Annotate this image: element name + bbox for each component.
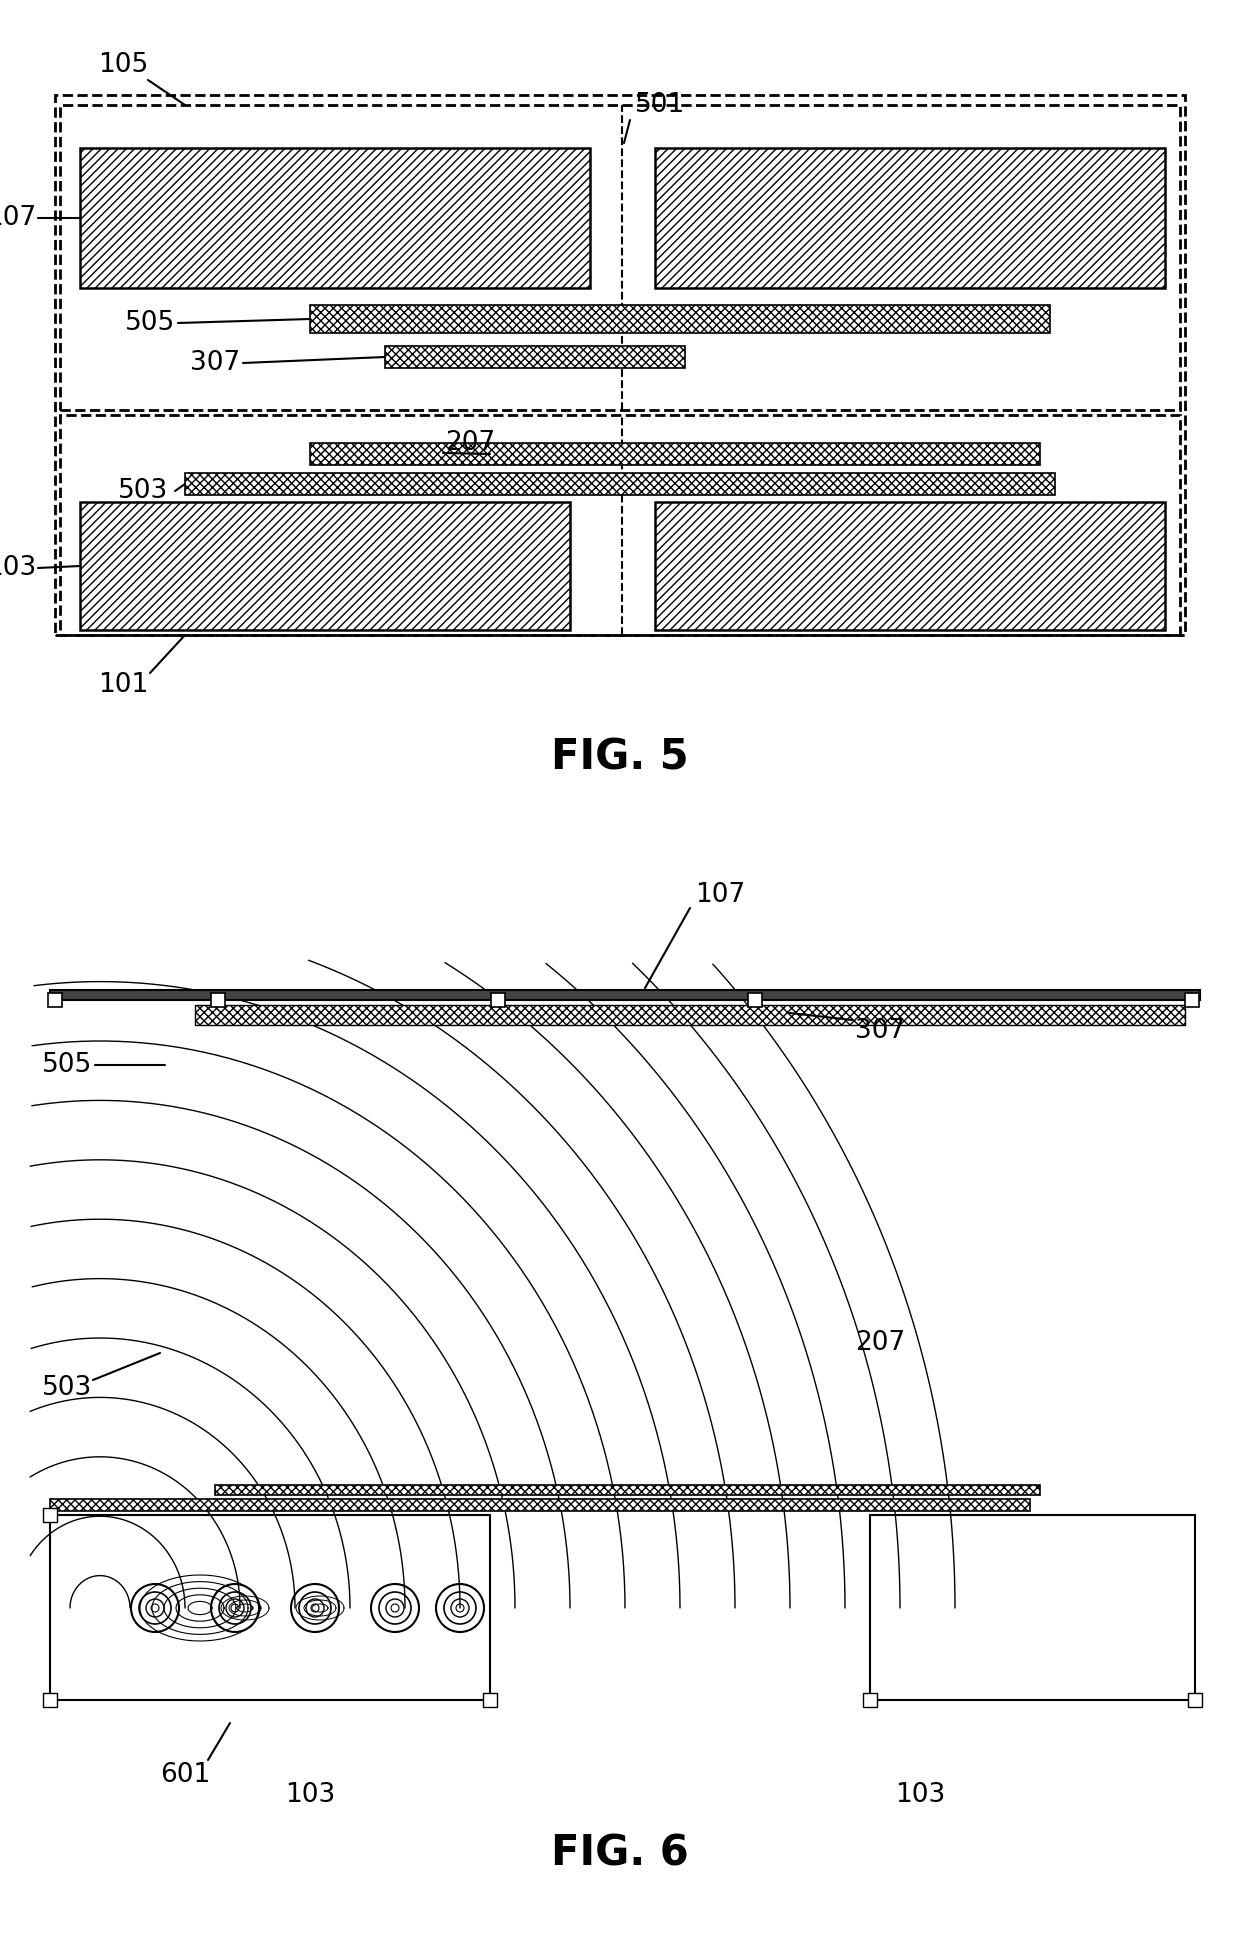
- Bar: [50, 1516, 490, 1700]
- Bar: [870, 1516, 1195, 1700]
- Text: 105: 105: [98, 52, 149, 78]
- Bar: [55, 95, 1185, 635]
- Bar: [195, 1005, 1185, 1026]
- Bar: [43, 1508, 57, 1521]
- Text: 103: 103: [285, 1782, 335, 1809]
- Bar: [50, 991, 1200, 1001]
- Bar: [384, 346, 684, 367]
- Bar: [81, 501, 570, 630]
- Text: 107: 107: [694, 882, 745, 907]
- Text: 505: 505: [42, 1051, 92, 1078]
- Text: FIG. 6: FIG. 6: [551, 1832, 689, 1873]
- Bar: [81, 148, 590, 288]
- Text: 107: 107: [0, 206, 36, 231]
- Text: 307: 307: [190, 350, 241, 377]
- Text: 505: 505: [125, 311, 175, 336]
- Text: 207: 207: [445, 429, 495, 457]
- Bar: [748, 993, 763, 1006]
- Bar: [655, 148, 1166, 288]
- Text: 503: 503: [118, 478, 169, 503]
- Text: 101: 101: [98, 672, 149, 698]
- Text: 207: 207: [856, 1331, 905, 1356]
- Bar: [310, 443, 1040, 464]
- Bar: [43, 1692, 57, 1708]
- Text: 503: 503: [42, 1376, 92, 1401]
- Bar: [1188, 1692, 1202, 1708]
- Bar: [48, 993, 62, 1006]
- Text: 103: 103: [0, 556, 36, 581]
- Bar: [211, 993, 224, 1006]
- Text: 601: 601: [160, 1762, 210, 1788]
- Bar: [1185, 993, 1199, 1006]
- Bar: [491, 993, 505, 1006]
- Bar: [484, 1692, 497, 1708]
- Text: 307: 307: [856, 1018, 905, 1043]
- Bar: [60, 105, 1180, 410]
- Bar: [310, 305, 1050, 332]
- Bar: [50, 1498, 1030, 1512]
- Text: FIG. 5: FIG. 5: [552, 736, 688, 779]
- Bar: [863, 1692, 877, 1708]
- Bar: [655, 501, 1166, 630]
- Bar: [215, 1484, 1040, 1494]
- Bar: [60, 416, 1180, 635]
- Text: 501: 501: [635, 91, 686, 119]
- Bar: [185, 472, 1055, 495]
- Text: 103: 103: [895, 1782, 945, 1809]
